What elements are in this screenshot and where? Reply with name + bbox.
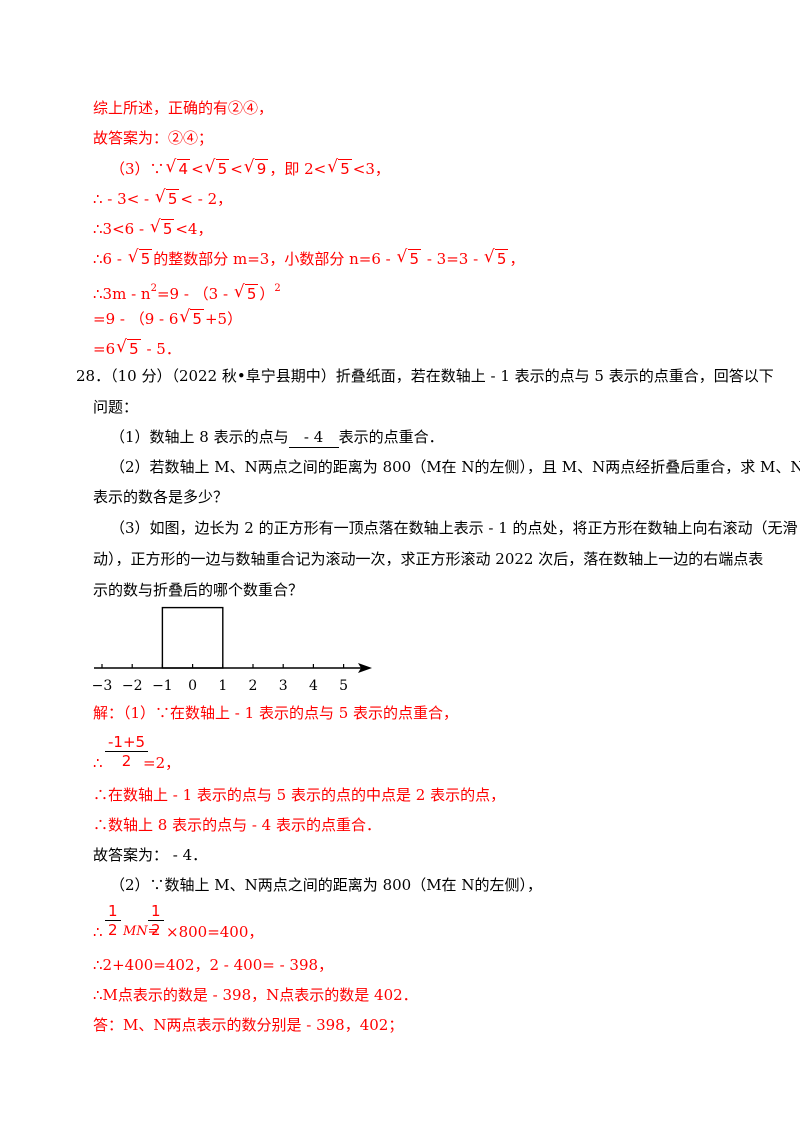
question-28-text2: 问题：: [93, 398, 139, 416]
part3-line2: ∴ - 3< - 5< - 2，: [93, 187, 232, 209]
tick-label: 0: [188, 678, 197, 694]
solution-part2-answer: 答：M、N两点表示的数分别是 - 398，402；: [93, 1016, 404, 1034]
question-28-part3b: 动），正方形的一边与数轴重合记为滚动一次，求正方形滚动 2022 次后，落在数轴…: [93, 550, 764, 568]
tick-label: −1: [152, 678, 173, 694]
part3-line7: =65 - 5．: [93, 337, 181, 359]
part3-line1: （3）∵4<5<9，即 2<5<3，: [110, 157, 390, 179]
tick-label: 2: [249, 678, 258, 694]
sqrt-5: 5: [205, 157, 230, 179]
solution-line4: ∴数轴上 8 表示的点与 - 4 表示的点重合．: [93, 816, 381, 834]
solution-part2-line1: （2）∵数轴上 M、N两点之间的距离为 800（M在 N的左侧），: [110, 876, 542, 894]
fraction-half-2: 1 2: [148, 902, 164, 939]
part3-line5: ∴3m - n2=9 - （3 - 5）2: [93, 279, 281, 304]
question-28-part2b: 表示的数各是多少？: [93, 488, 229, 506]
tick-label: 3: [279, 678, 288, 694]
question-28-part3c: 示的数与折叠后的哪个数重合？: [93, 581, 304, 599]
fraction-midpoint: -1+5 2: [105, 733, 149, 770]
part3-line6: =9 - （9 - 65+5）: [93, 307, 242, 329]
question-28-header: 28．（10 分）（2022 秋•阜宁县期中）折叠纸面，若在数轴上 - 1 表示…: [76, 367, 774, 385]
question-28-part1: （1）数轴上 8 表示的点与 - 4 表示的点重合．: [110, 427, 444, 448]
answer-blank: - 4: [288, 427, 339, 448]
question-number: 28．: [76, 367, 111, 385]
solution-answer1: 故答案为： - 4．: [93, 846, 208, 864]
tick-label: 4: [309, 678, 318, 694]
solution-part2-line4: ∴M点表示的数是 - 398，N点表示的数是 402．: [93, 986, 418, 1004]
axis-arrow: [358, 663, 372, 673]
answer-line: 故答案为：②④；: [93, 129, 214, 147]
solution-part2-line3: ∴2+400=402，2 - 400= - 398，: [93, 956, 334, 974]
solution-line3: ∴在数轴上 - 1 表示的点与 5 表示的点的中点是 2 表示的点，: [93, 786, 506, 804]
sqrt-4: 4: [166, 157, 191, 179]
sqrt-9: 9: [244, 157, 269, 179]
square-shape: [161, 606, 224, 669]
tick-label: 1: [218, 678, 227, 694]
question-28-part2a: （2）若数轴上 M、N两点之间的距离为 800（M在 N的左侧），且 M、N两点…: [110, 458, 800, 476]
part3-line3: ∴3<6 - 5<4，: [93, 217, 212, 239]
tick-label: 5: [339, 678, 348, 694]
number-line-figure: −3 −2 −1 0 1 2 3 4 5: [92, 606, 372, 694]
solution-line1: 解：（1）∵在数轴上 - 1 表示的点与 5 表示的点重合，: [93, 704, 459, 722]
question-28-part3a: （3）如图，边长为 2 的正方形有一顶点落在数轴上表示 - 1 的点处，将正方形…: [110, 519, 798, 537]
fraction-half-1: 1 2: [105, 902, 121, 939]
conclusion-line: 综上所述，正确的有②④，: [93, 99, 274, 117]
tick-label: −2: [122, 678, 143, 694]
tick-label: −3: [92, 678, 113, 694]
